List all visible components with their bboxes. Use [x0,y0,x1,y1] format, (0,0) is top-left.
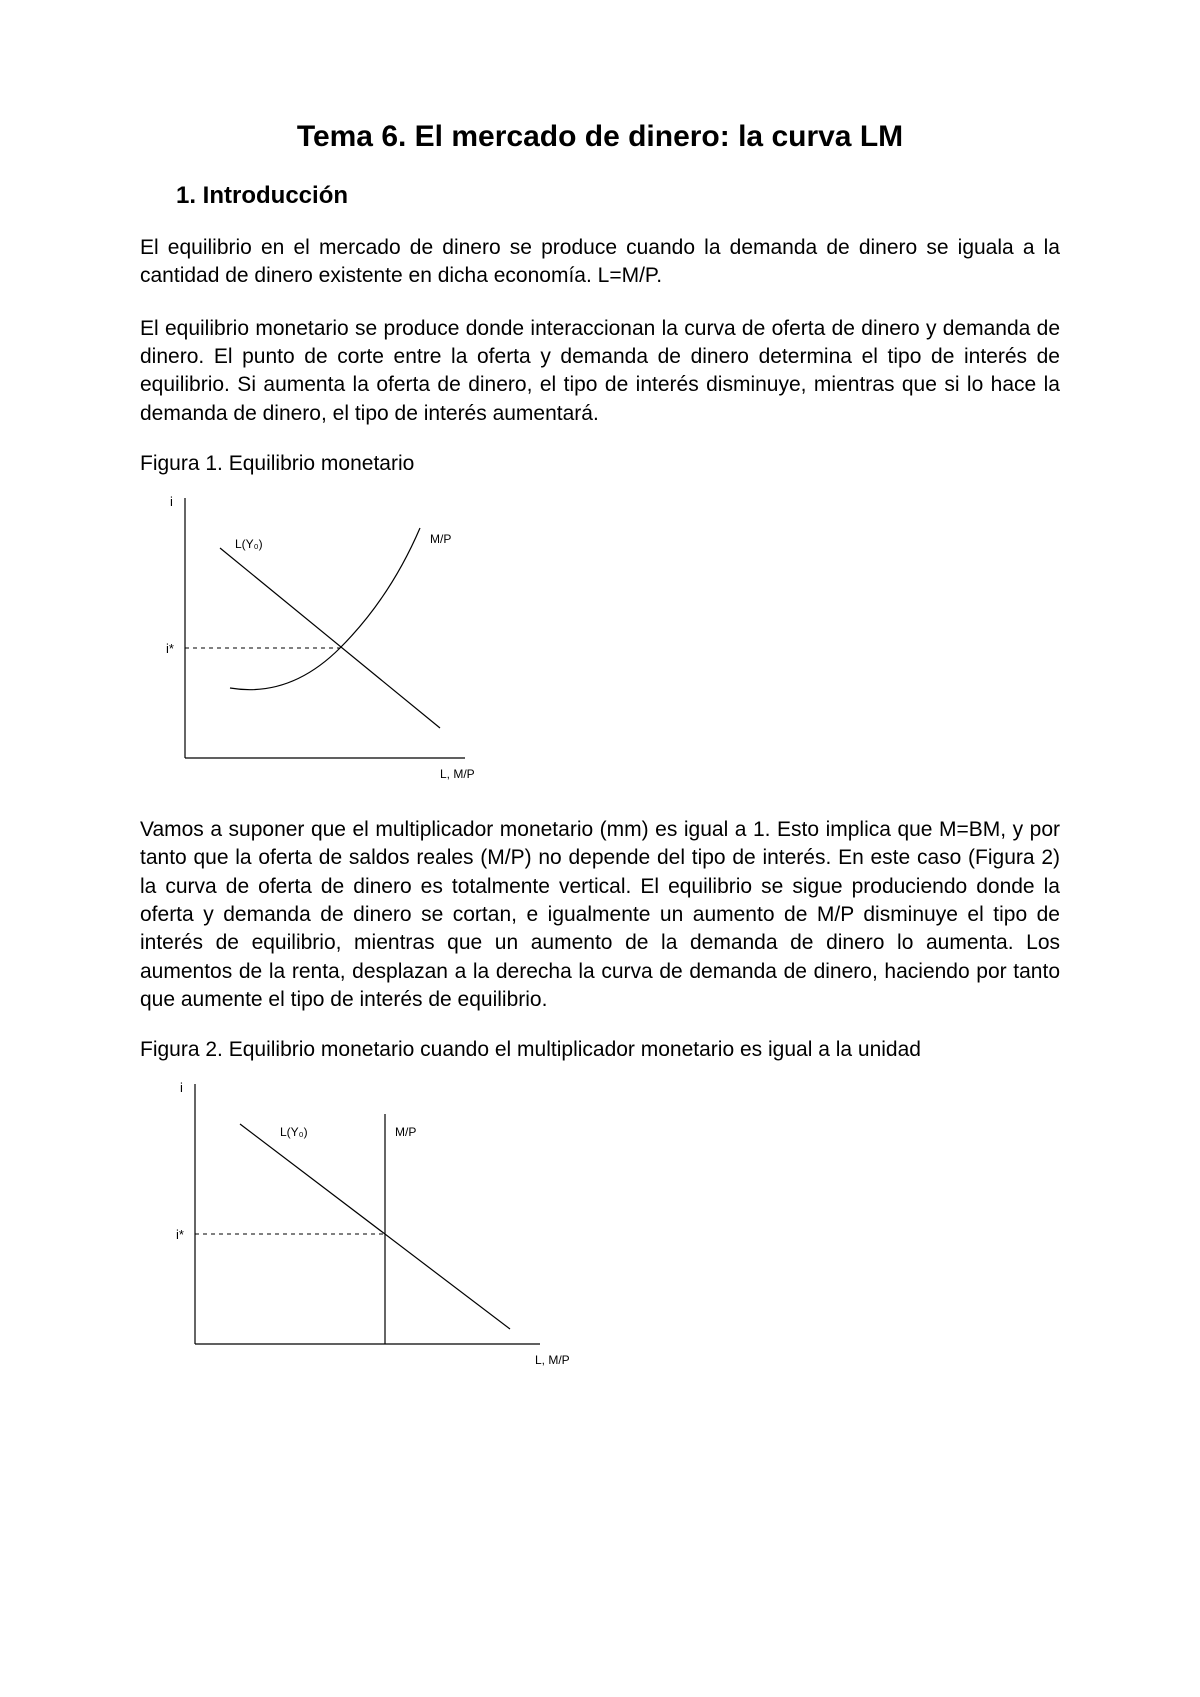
paragraph-2: El equilibrio monetario se produce donde… [140,315,1060,428]
figure-1: L(Y₀) M/P i* i L, M/P [140,488,1060,788]
figure-2: L(Y₀) M/P i* i L, M/P [140,1074,1060,1374]
page-title: Tema 6. El mercado de dinero: la curva L… [140,120,1060,154]
svg-text:i*: i* [166,641,174,656]
paragraph-1: El equilibrio en el mercado de dinero se… [140,234,1060,291]
svg-text:M/P: M/P [395,1125,416,1139]
figure-1-svg: L(Y₀) M/P i* i L, M/P [140,488,520,788]
section-heading-intro: 1. Introducción [176,182,1060,210]
figure-2-svg: L(Y₀) M/P i* i L, M/P [140,1074,600,1374]
svg-text:L, M/P: L, M/P [440,767,475,781]
svg-text:i: i [170,494,173,509]
svg-text:L(Y₀): L(Y₀) [280,1125,308,1139]
svg-text:L(Y₀): L(Y₀) [235,537,263,551]
svg-text:i*: i* [176,1227,184,1242]
svg-text:i: i [180,1080,183,1095]
figure-2-caption: Figura 2. Equilibrio monetario cuando el… [140,1038,1060,1062]
svg-text:M/P: M/P [430,532,451,546]
svg-text:L, M/P: L, M/P [535,1353,570,1367]
figure-1-caption: Figura 1. Equilibrio monetario [140,452,1060,476]
paragraph-3: Vamos a suponer que el multiplicador mon… [140,816,1060,1014]
